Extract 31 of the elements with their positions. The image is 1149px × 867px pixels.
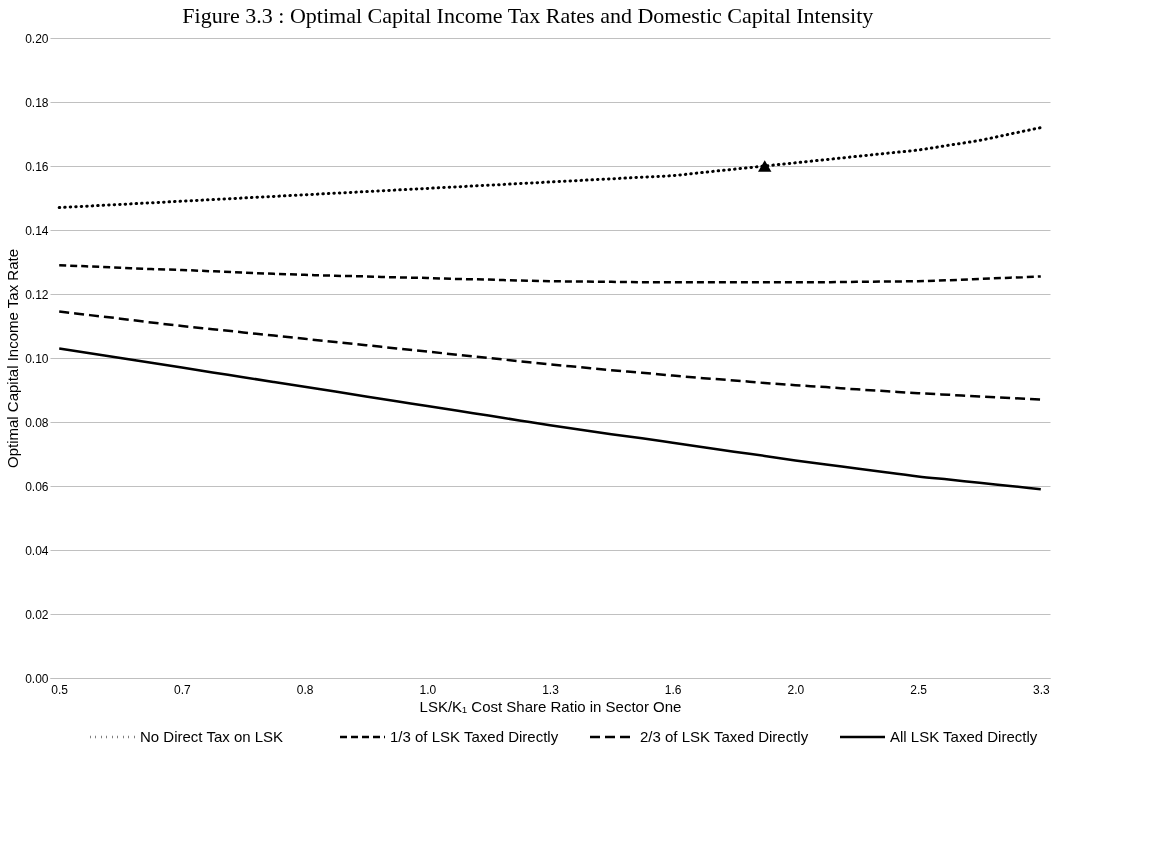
x-tick-label: 1.3 (542, 682, 560, 697)
x-tick-label: 0.7 (174, 682, 192, 697)
x-tick-label: 0.8 (296, 682, 314, 697)
legend-label: All LSK Taxed Directly (890, 728, 1038, 745)
y-tick-label: 0.00 (25, 671, 49, 686)
y-tick-label: 0.08 (25, 415, 49, 430)
legend-label: 2/3 of LSK Taxed Directly (640, 728, 809, 745)
line-series (57, 126, 1043, 210)
y-tick-label: 0.12 (25, 287, 49, 302)
y-tick-label: 0.04 (25, 543, 49, 558)
x-tick-label: 1.6 (664, 682, 682, 697)
x-tick-label: 1.0 (419, 682, 437, 697)
x-tick-label: 2.5 (910, 682, 928, 697)
x-axis-title: LSK/K₁ Cost Share Ratio in Sector One (419, 697, 682, 715)
y-tick-label: 0.02 (25, 607, 49, 622)
y-axis-title: Optimal Capital Income Tax Rate (4, 249, 22, 468)
y-tick-label: 0.20 (25, 31, 49, 46)
x-tick-label: 3.3 (1032, 682, 1050, 697)
x-tick-label: 0.5 (51, 682, 69, 697)
y-tick-label: 0.14 (25, 223, 49, 238)
y-tick-label: 0.10 (25, 351, 49, 366)
y-tick-label: 0.16 (25, 159, 49, 174)
legend-label: 1/3 of LSK Taxed Directly (390, 728, 559, 745)
line-series (57, 310, 1043, 401)
y-tick-label: 0.06 (25, 479, 49, 494)
y-tick-label: 0.18 (25, 95, 49, 110)
x-tick-label: 2.0 (787, 682, 805, 697)
line-series (57, 347, 1043, 491)
legend-label: No Direct Tax on LSK (140, 728, 284, 745)
chart-title: Figure 3.3 : Optimal Capital Income Tax Rates and Domestic Capital Intensity (182, 3, 874, 28)
line-series (57, 263, 1043, 284)
